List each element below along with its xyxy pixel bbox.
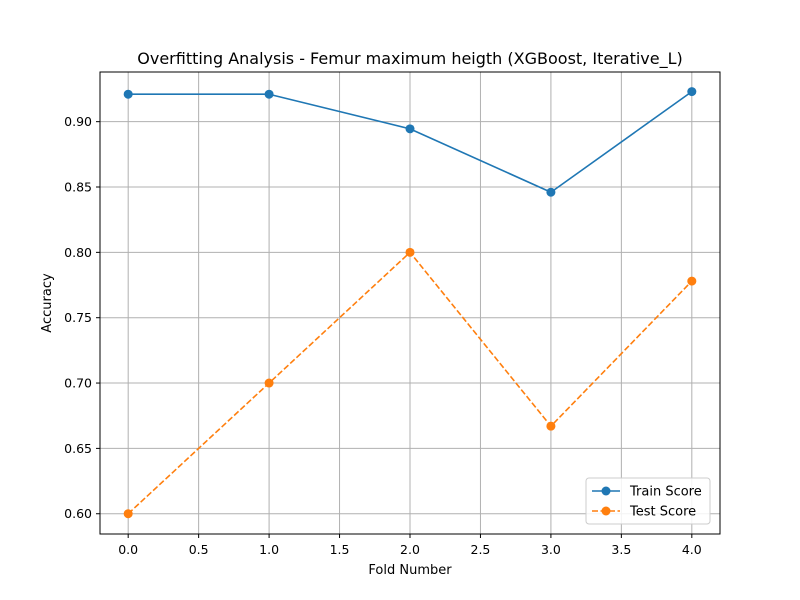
x-tick-label: 3.5 — [611, 542, 631, 557]
y-tick-label: 0.70 — [64, 376, 92, 391]
legend-train-score-swatch-marker — [601, 486, 611, 496]
y-tick-label: 0.80 — [64, 245, 92, 260]
x-tick-label: 0.0 — [118, 542, 138, 557]
test-score-point — [123, 509, 133, 519]
y-tick-label: 0.65 — [64, 441, 92, 456]
legend-box — [585, 477, 711, 525]
y-tick-label: 0.85 — [64, 180, 92, 195]
x-axis-label: Fold Number — [368, 563, 452, 578]
x-tick-label: 0.5 — [189, 542, 209, 557]
train-score-point — [123, 89, 133, 99]
train-score-point — [264, 89, 274, 99]
train-score-point — [546, 187, 556, 197]
legend-train-score-label: Train Score — [629, 485, 702, 500]
legend-test-score-swatch-marker — [601, 506, 611, 516]
y-tick-label: 0.75 — [64, 310, 92, 325]
x-tick-label: 4.0 — [682, 542, 702, 557]
y-tick-label: 0.60 — [64, 506, 92, 521]
x-tick-label: 1.5 — [330, 542, 350, 557]
train-score-point — [687, 87, 697, 97]
test-score-point — [687, 276, 697, 286]
chart-title: Overfitting Analysis - Femur maximum hei… — [137, 49, 683, 69]
test-score-point — [264, 378, 274, 388]
series-layer — [123, 87, 697, 519]
legend: Train Score Test Score — [585, 477, 711, 525]
test-score-point — [546, 421, 556, 431]
y-axis-label: Accuracy — [40, 273, 55, 333]
train-score-point — [405, 124, 415, 134]
ticks: 0.0 0.5 1.0 1.5 2.0 2.5 3.0 3.5 4.0 0.60 0.65 0.70 0… — [64, 114, 702, 557]
x-tick-label: 2.5 — [471, 542, 491, 557]
legend-test-score-label: Test Score — [629, 505, 696, 520]
x-tick-label: 2.0 — [400, 542, 420, 557]
test-score-point — [405, 247, 415, 257]
x-tick-label: 1.0 — [259, 542, 279, 557]
x-tick-label: 3.0 — [541, 542, 561, 557]
y-tick-label: 0.90 — [64, 114, 92, 129]
